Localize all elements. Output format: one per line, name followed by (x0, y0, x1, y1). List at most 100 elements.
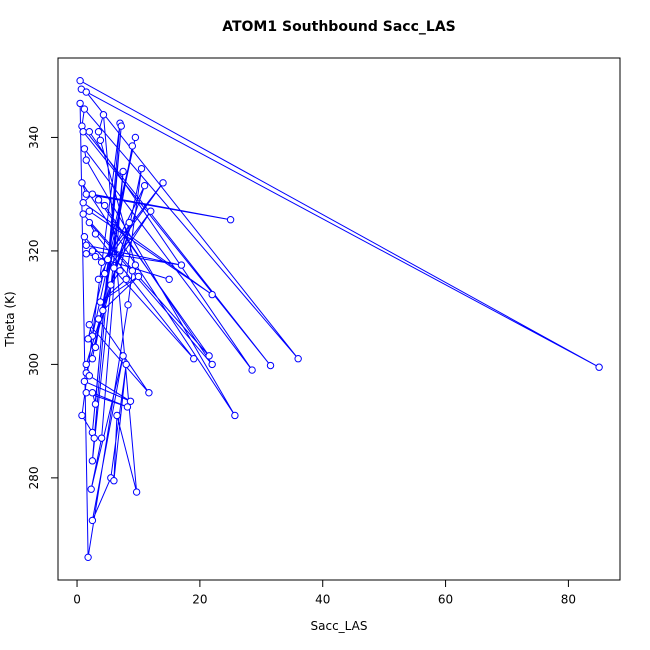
data-point (128, 267, 137, 275)
data-point (99, 111, 108, 119)
data-point (122, 275, 130, 283)
x-tick-label: 20 (192, 593, 207, 607)
data-point (82, 389, 90, 397)
data-point (80, 145, 89, 153)
data-point (90, 434, 98, 442)
chart-title: ATOM1 Southbound Sacc_LAS (222, 19, 456, 35)
data-point (104, 255, 112, 264)
data-point (80, 377, 89, 386)
data-point (119, 352, 127, 360)
data-point (208, 290, 216, 299)
data-point (107, 281, 115, 289)
data-point (80, 233, 89, 241)
data-point (80, 105, 89, 113)
data-point (97, 258, 106, 266)
data-point (124, 301, 132, 309)
data-point (122, 360, 130, 369)
data-point (85, 128, 94, 136)
data-point (82, 360, 90, 369)
x-tick-label: 60 (438, 593, 453, 607)
data-point (266, 361, 275, 370)
data-point (85, 320, 94, 329)
y-tick-label: 340 (27, 126, 41, 149)
data-point (132, 488, 141, 496)
y-axis-label: Theta (K) (3, 291, 17, 347)
y-tick-label: 320 (27, 239, 41, 262)
data-point (91, 252, 100, 261)
x-tick-label: 0 (73, 593, 81, 607)
series-line (79, 80, 600, 558)
data-point (88, 457, 97, 465)
data-point (110, 477, 118, 485)
data-point (94, 315, 103, 323)
data-point (205, 352, 213, 360)
data-point (94, 196, 103, 204)
data-point (82, 190, 90, 198)
data-point (94, 275, 103, 283)
data-point (128, 142, 137, 150)
data-point (119, 167, 127, 176)
data-point (96, 136, 105, 144)
data-point (134, 272, 143, 281)
plot-frame (57, 57, 621, 581)
data-point (117, 122, 125, 130)
data-point (91, 343, 100, 352)
data-point (91, 400, 100, 408)
data-point (595, 363, 603, 371)
data-point (78, 179, 86, 187)
data-point (145, 389, 153, 397)
data-point (82, 156, 90, 164)
data-point (79, 210, 87, 218)
data-point (88, 516, 97, 525)
data-point (79, 198, 87, 207)
data-point (76, 99, 84, 108)
data-point (137, 164, 146, 173)
data-point (116, 267, 124, 275)
data-point (85, 372, 94, 380)
data-point (87, 485, 95, 493)
data-point (88, 389, 97, 397)
y-tick-label: 300 (27, 353, 41, 376)
data-point (177, 261, 186, 269)
data-point (96, 298, 105, 306)
data-point (125, 218, 133, 227)
data-point (100, 269, 109, 278)
data-point (131, 261, 140, 269)
data-point (140, 181, 149, 190)
data-point (88, 355, 97, 363)
data-point (231, 411, 239, 420)
data-point (100, 201, 109, 210)
data-point (208, 360, 216, 369)
y-tick-label: 280 (27, 466, 41, 489)
data-point (147, 207, 155, 215)
data-point (84, 335, 92, 343)
data-point (85, 218, 94, 227)
x-tick-label: 80 (561, 593, 576, 607)
data-point (78, 411, 86, 420)
data-point (131, 133, 140, 142)
x-axis-label: Sacc_LAS (311, 619, 368, 633)
data-point (82, 241, 90, 249)
data-point (91, 230, 100, 238)
data-point (248, 366, 256, 374)
data-point (159, 179, 167, 187)
data-point (82, 88, 90, 96)
data-point (110, 264, 118, 272)
data-point (113, 411, 121, 420)
data-point (123, 403, 132, 411)
data-point (94, 128, 103, 136)
data-point (126, 397, 135, 405)
data-point (99, 306, 107, 315)
data-point (190, 355, 198, 363)
data-point (165, 275, 173, 283)
data-point (226, 216, 235, 224)
data-point (82, 250, 90, 258)
data-point (88, 247, 97, 255)
data-point (84, 553, 92, 562)
data-point (76, 76, 84, 85)
data-point (88, 190, 97, 198)
data-point (97, 434, 106, 442)
data-point (294, 355, 302, 363)
data-point (79, 128, 87, 136)
